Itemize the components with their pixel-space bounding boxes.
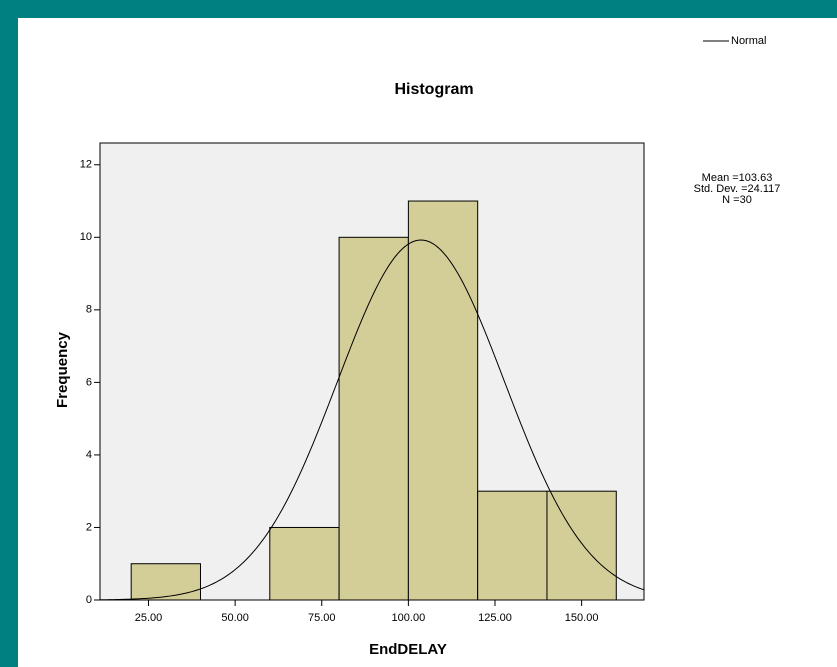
y-tick-label: 8: [86, 304, 92, 316]
x-tick-label: 50.00: [221, 612, 249, 624]
x-tick-label: 25.00: [135, 612, 163, 624]
bar: [407, 200, 479, 601]
stat-label: N =30: [722, 194, 752, 206]
y-tick-label: 0: [86, 594, 92, 606]
x-tick-label: 75.00: [308, 612, 336, 624]
y-tick-label: 2: [86, 521, 92, 533]
bar: [338, 236, 409, 601]
y-tick-label: 10: [80, 231, 92, 243]
legend-label: Normal: [731, 35, 766, 47]
y-tick-label: 12: [80, 159, 92, 171]
stat-label: Std. Dev. =24.117: [694, 183, 781, 195]
x-tick-label: 150.00: [565, 612, 599, 624]
y-tick-label: 6: [86, 376, 92, 388]
stat-label: Mean =103.63: [702, 172, 773, 184]
chart-title: Histogram: [394, 81, 473, 98]
y-axis-label: Frequency: [54, 331, 71, 408]
x-axis-label: EndDELAY: [369, 641, 447, 658]
normal-curve: [100, 239, 644, 600]
plot-border: [99, 142, 645, 601]
x-tick-label: 100.00: [392, 612, 426, 624]
bar: [269, 526, 340, 601]
bar: [130, 563, 201, 601]
bar: [477, 490, 548, 601]
y-tick-label: 4: [86, 449, 92, 461]
x-tick-label: 125.00: [478, 612, 512, 624]
bar: [546, 490, 617, 601]
